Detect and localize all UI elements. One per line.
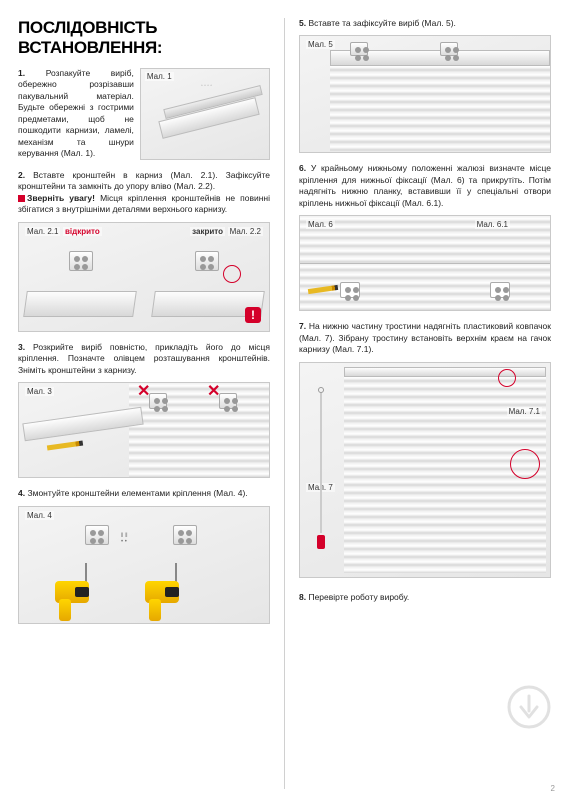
step-7-num: 7. [299, 321, 306, 331]
figure-4-label: Мал. 4 [25, 511, 54, 520]
step-1-text: 1. Розпакуйте виріб, обережно розрізавши… [18, 68, 134, 164]
figure-7-1-label: Мал. 7.1 [507, 407, 542, 416]
bracket-3a [149, 393, 167, 409]
figure-7: Мал. 7 Мал. 7.1 [299, 362, 551, 578]
figure-5-label: Мал. 5 [306, 40, 335, 49]
step-2-text: 2. Вставте кронштейн в карниз (Мал. 2.1)… [18, 170, 270, 216]
step-6-num: 6. [299, 163, 306, 173]
wand-hook [318, 387, 324, 393]
x-mark-1: ✕ [137, 382, 150, 401]
rail-3 [22, 407, 143, 442]
page-number: 2 [551, 784, 555, 793]
step-8-text: 8. Перевірте роботу виробу. [299, 592, 551, 603]
figure-6: Мал. 6 Мал. 6.1 [299, 215, 551, 311]
step-2-num: 2. [18, 170, 25, 180]
step-5-body: Вставте та зафіксуйте виріб (Мал. 5). [308, 18, 455, 28]
step-3-num: 3. [18, 342, 25, 352]
figure-5: Мал. 5 [299, 35, 551, 153]
drill-left [55, 566, 105, 621]
lower-fix-left [340, 282, 360, 298]
figure-4: Мал. 4 ‖ ‖• • [18, 506, 270, 624]
bracket-4b [173, 525, 197, 545]
main-title: ПОСЛІДОВНІСТЬ ВСТАНОВЛЕННЯ: [18, 18, 270, 58]
step-4-num: 4. [18, 488, 25, 498]
mid-line [300, 263, 550, 264]
x-mark-2: ✕ [207, 382, 220, 401]
detail-circle-7b [510, 449, 540, 479]
watermark-icon [507, 685, 551, 729]
figure-2-2-label: Мал. 2.2 [228, 227, 263, 236]
bracket-3b [219, 393, 237, 409]
figure-1: Мал. 1 ▫ ▫ ▫ ▫ [140, 68, 270, 160]
right-column: 5. Вставте та зафіксуйте виріб (Мал. 5).… [299, 18, 551, 789]
column-divider [284, 18, 285, 789]
lower-fix-right [490, 282, 510, 298]
step-5-text: 5. Вставте та зафіксуйте виріб (Мал. 5). [299, 18, 551, 29]
step-6-text: 6. У крайньому нижньому положенні жалюзі… [299, 163, 551, 209]
detail-circle-7a [498, 369, 516, 387]
bracket-open [69, 251, 93, 271]
step-6-body: У крайньому нижньому положенні жалюзі ви… [299, 163, 551, 207]
warning-icon: ! [245, 307, 261, 323]
step-4-text: 4. Змонтуйте кронштейни елементами кріпл… [18, 488, 270, 499]
rail-left [23, 291, 137, 317]
figure-6-label: Мал. 6 [306, 220, 335, 229]
figure-1-label: Мал. 1 [145, 72, 174, 81]
figure-2: Мал. 2.1 відкрито закрито Мал. 2.2 ! [18, 222, 270, 332]
figure-2-1-label: Мал. 2.1 [25, 227, 60, 236]
step-7-body: На нижню частину тростини надягніть плас… [299, 321, 551, 354]
step-4-body: Змонтуйте кронштейни елементами кріпленн… [27, 488, 247, 498]
warning-square-icon [18, 195, 25, 202]
blinds-5 [330, 64, 550, 152]
wand-cap [317, 535, 325, 549]
bracket-closed [195, 251, 219, 271]
step-8-body: Перевірте роботу виробу. [308, 592, 409, 602]
step-2-body: Вставте кронштейн в карниз (Мал. 2.1). З… [18, 170, 270, 191]
figure-6-1-label: Мал. 6.1 [475, 220, 510, 229]
wand-rod [320, 393, 322, 533]
left-column: ПОСЛІДОВНІСТЬ ВСТАНОВЛЕННЯ: 1. Розпакуйт… [18, 18, 270, 789]
step-3-body: Розкрийте виріб повністю, прикладіть йог… [18, 342, 270, 375]
small-parts: ▫ ▫ ▫ ▫ [201, 83, 212, 89]
bracket-4a [85, 525, 109, 545]
step-3-text: 3. Розкрийте виріб повністю, прикладіть … [18, 342, 270, 376]
open-label: відкрито [63, 227, 102, 236]
pencil-icon [47, 441, 83, 451]
screws: ‖ ‖• • [121, 533, 128, 545]
warning-label: Зверніть увагу! [27, 193, 95, 203]
figure-3: Мал. 3 ✕ ✕ [18, 382, 270, 478]
closed-label: закрито [190, 227, 225, 236]
step-7-text: 7. На нижню частину тростини надягніть п… [299, 321, 551, 355]
step-1-num: 1. [18, 68, 25, 78]
detail-circle [223, 265, 241, 283]
figure-3-label: Мал. 3 [25, 387, 54, 396]
bracket-5a [350, 42, 368, 56]
step-1-body: Розпакуйте виріб, обережно розрізавши па… [18, 68, 134, 158]
bracket-5b [440, 42, 458, 56]
drill-right [145, 566, 195, 621]
step-1-row: 1. Розпакуйте виріб, обережно розрізавши… [18, 68, 270, 170]
step-8-num: 8. [299, 592, 306, 602]
step-5-num: 5. [299, 18, 306, 28]
